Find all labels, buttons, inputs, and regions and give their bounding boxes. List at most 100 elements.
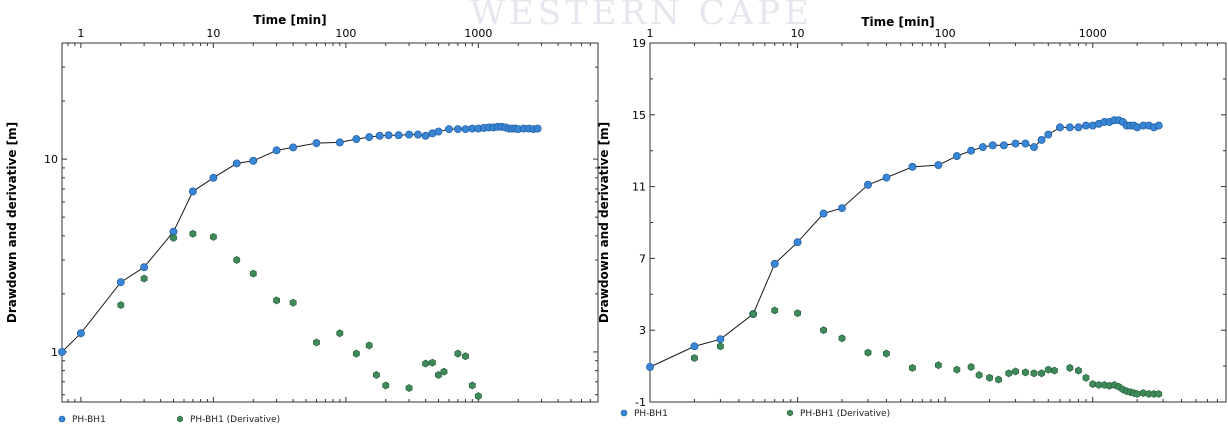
derivative-point	[1155, 389, 1163, 398]
legend-label: PH-BH1	[634, 409, 668, 419]
data-point	[384, 131, 393, 140]
data-point	[1044, 130, 1053, 139]
data-point	[445, 125, 453, 134]
legend-marker	[620, 409, 628, 417]
data-point	[414, 130, 422, 139]
legend-marker	[58, 415, 66, 423]
derivative-point	[422, 359, 430, 368]
derivative-point	[336, 329, 344, 338]
data-point	[209, 173, 218, 182]
derivative-point	[716, 342, 724, 351]
data-point	[335, 138, 344, 147]
data-point	[1037, 135, 1046, 144]
series-line	[61, 126, 538, 353]
derivative-point	[749, 310, 757, 318]
legend-label: PH-BH1	[72, 415, 106, 425]
chart-left: 1 10 100 1000 1 10 Time [min] Drawdown and deri…	[5, 13, 599, 425]
data-point	[312, 139, 321, 148]
legend-label: PH-BH1 (Derivative)	[800, 409, 890, 419]
data-point	[375, 131, 384, 140]
legend-marker	[787, 409, 793, 417]
derivative-point	[794, 309, 801, 318]
data-point	[690, 342, 699, 351]
x-tick-label: 1	[647, 27, 654, 40]
series-1	[117, 229, 482, 401]
derivative-point	[454, 349, 462, 358]
y-tick-label: 3	[639, 324, 646, 337]
data-point	[770, 259, 779, 268]
derivative-point	[1005, 369, 1013, 378]
watermark-text: WESTERN CAPE	[470, 0, 813, 33]
y-tick-label: -1	[635, 396, 646, 409]
data-point	[140, 263, 149, 272]
data-point	[461, 125, 470, 134]
data-point	[188, 187, 197, 196]
derivative-point	[405, 384, 413, 392]
derivative-point	[1082, 373, 1090, 382]
x-tick-label: 100	[935, 27, 956, 40]
derivative-point	[372, 370, 380, 379]
data-point	[272, 146, 281, 155]
data-point	[882, 173, 891, 182]
derivative-point	[365, 341, 373, 350]
x-tick-label: 100	[335, 27, 356, 40]
data-point	[249, 156, 258, 165]
derivative-point	[1089, 380, 1097, 388]
data-point	[352, 135, 361, 144]
data-point	[76, 329, 85, 338]
derivative-point	[1075, 366, 1082, 375]
derivative-point	[117, 301, 125, 310]
derivative-point	[986, 373, 993, 382]
derivative-point	[838, 334, 846, 343]
derivative-point	[313, 338, 320, 347]
y-tick-label: 11	[632, 181, 646, 194]
derivative-point	[1044, 365, 1052, 374]
derivative-point	[249, 269, 257, 278]
derivative-point	[428, 358, 436, 367]
series-0	[58, 122, 542, 356]
data-point	[1065, 123, 1074, 132]
data-point	[716, 335, 725, 344]
derivative-point	[1012, 367, 1019, 376]
derivative-point	[995, 375, 1002, 384]
data-point	[838, 204, 846, 213]
derivative-point	[209, 232, 217, 241]
series-line	[649, 119, 1159, 368]
derivative-point	[233, 255, 241, 264]
data-point	[1154, 121, 1163, 130]
derivative-point	[1066, 363, 1074, 372]
derivative-point	[170, 234, 177, 242]
data-point	[533, 124, 542, 133]
data-point	[405, 130, 414, 139]
data-point	[58, 347, 66, 356]
x-tick-label: 1000	[464, 27, 492, 40]
x-tick-label: 1	[77, 27, 84, 40]
data-point	[453, 125, 462, 134]
derivative-point	[975, 371, 983, 380]
data-point	[421, 131, 430, 140]
derivative-point	[352, 349, 360, 358]
data-point	[988, 141, 997, 150]
plot-frame	[649, 42, 1227, 403]
derivative-point	[189, 229, 197, 238]
data-point	[819, 209, 828, 218]
derivative-point	[1133, 389, 1141, 398]
data-point	[232, 159, 241, 168]
series-0	[646, 116, 1163, 371]
derivative-point	[967, 363, 975, 371]
data-point	[952, 152, 961, 161]
series-1	[691, 306, 1163, 398]
derivative-point	[140, 274, 148, 283]
data-point	[978, 143, 987, 152]
data-point	[864, 180, 872, 189]
derivative-point	[883, 349, 890, 358]
data-point	[1082, 121, 1090, 130]
data-point	[646, 363, 654, 371]
data-point	[999, 141, 1008, 150]
data-point	[934, 161, 943, 170]
derivative-point	[289, 298, 297, 307]
derivative-point	[1030, 369, 1038, 378]
data-point	[908, 162, 917, 171]
data-point	[1074, 123, 1083, 132]
y-tick-label: 19	[632, 37, 646, 50]
